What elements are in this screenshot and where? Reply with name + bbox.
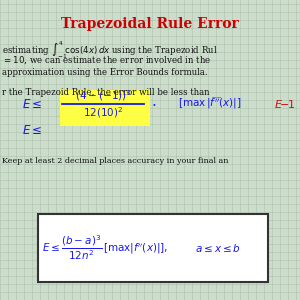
Text: $E \leq$: $E \leq$ bbox=[22, 98, 42, 110]
Text: $(4-(-1))^3$: $(4-(-1))^3$ bbox=[74, 88, 131, 104]
Text: estimating $\int_{-1}^{4}\!\cos(4x)\,dx$ using the Trapezoid Rul: estimating $\int_{-1}^{4}\!\cos(4x)\,dx$… bbox=[2, 39, 218, 61]
Text: $[\max\,|f^{\prime\prime}(x)|]$: $[\max\,|f^{\prime\prime}(x)|]$ bbox=[178, 97, 242, 111]
Bar bbox=[38, 214, 268, 282]
Text: Trapezoidal Rule Error: Trapezoidal Rule Error bbox=[61, 17, 239, 31]
Text: approximation using the Error Bounds formula.: approximation using the Error Bounds for… bbox=[2, 68, 208, 77]
Text: $a \leq x \leq b$: $a \leq x \leq b$ bbox=[195, 242, 241, 254]
Text: $E\!\!-\!\!1$: $E\!\!-\!\!1$ bbox=[274, 98, 296, 110]
Text: $\cdot$: $\cdot$ bbox=[152, 97, 157, 111]
Text: Keep at least 2 decimal places accuracy in your final an: Keep at least 2 decimal places accuracy … bbox=[2, 157, 229, 165]
Text: $= 10$, we can estimate the error involved in the: $= 10$, we can estimate the error involv… bbox=[2, 54, 211, 66]
Text: r the Trapezoid Rule, the error will be less than __: r the Trapezoid Rule, the error will be … bbox=[2, 87, 221, 97]
Text: $E \leq \dfrac{(b-a)^3}{12n^2}\,[\max|f^{\prime\prime}(x)|],$: $E \leq \dfrac{(b-a)^3}{12n^2}\,[\max|f^… bbox=[42, 234, 168, 262]
Text: $E \leq$: $E \leq$ bbox=[22, 124, 42, 136]
Bar bbox=[60, 90, 150, 126]
Text: $12(10)^2$: $12(10)^2$ bbox=[83, 106, 123, 120]
